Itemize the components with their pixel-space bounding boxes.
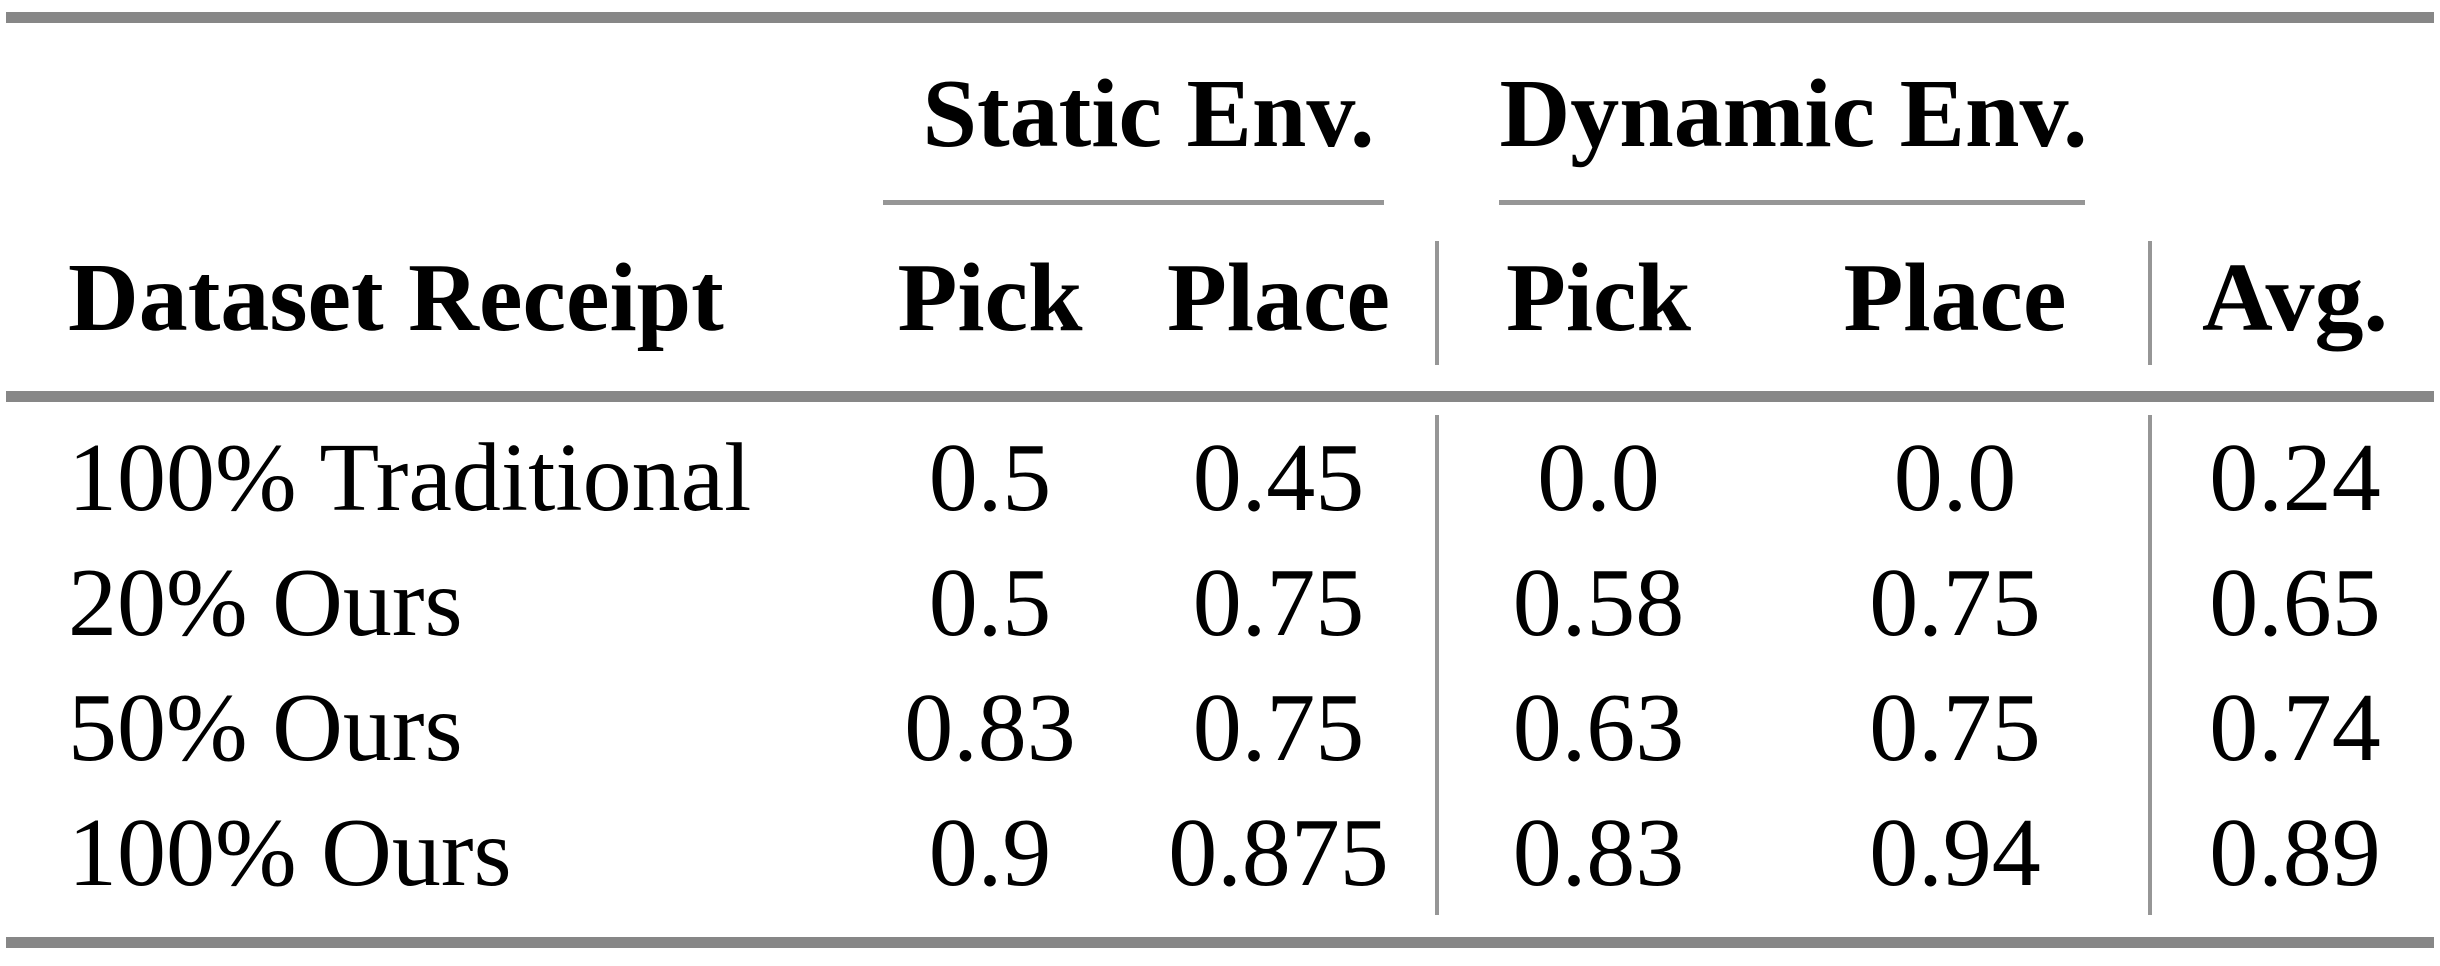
- cell-static-place: 0.45: [1192, 423, 1365, 532]
- row-label: 50% Ours: [68, 673, 463, 782]
- table-bottom-rule: [6, 937, 2434, 948]
- dynamic-env-cmidrule: [1499, 200, 2085, 205]
- table-top-rule: [6, 12, 2434, 23]
- group-header-static-env: Static Env.: [860, 23, 1437, 205]
- group-header-dynamic-env-label: Dynamic Env.: [1499, 60, 2088, 168]
- col-header-dynamic-pick: Pick: [1435, 205, 1760, 391]
- group-header-static-env-label: Static Env.: [922, 60, 1375, 168]
- row-label: 100% Traditional: [68, 423, 752, 532]
- column-header-row: Dataset Receipt Pick Place Pick Place Av…: [0, 205, 2440, 391]
- col-header-static-pick: Pick: [897, 244, 1083, 352]
- table-body: 100% Traditional 0.5 0.45 0.0 0.0 0.24 2…: [0, 402, 2440, 915]
- column-group-header-row: Static Env. Dynamic Env.: [0, 23, 2440, 205]
- cell-avg: 0.89: [2148, 790, 2440, 915]
- cell-static-pick: 0.5: [928, 423, 1052, 532]
- static-env-cmidrule: [883, 200, 1384, 205]
- col-header-static-place: Place: [1166, 244, 1391, 352]
- table-row-20pct-ours: 20% Ours 0.5 0.75 0.58 0.75 0.65: [0, 540, 2440, 665]
- bottom-rule-gap: [0, 915, 2440, 937]
- col-header-dynamic-place: Place: [1843, 244, 2067, 352]
- group-header-spacer-left: [0, 23, 860, 205]
- cell-dynamic-place: 0.75: [1869, 673, 2041, 782]
- group-header-spacer-right: [2150, 23, 2440, 205]
- cell-dynamic-pick: 0.63: [1435, 665, 1760, 790]
- table-mid-rule: [6, 391, 2434, 402]
- table-row-100pct-ours: 100% Ours 0.9 0.875 0.83 0.94 0.89: [0, 790, 2440, 915]
- row-label: 20% Ours: [68, 548, 463, 657]
- cell-dynamic-pick: 0.0: [1435, 415, 1760, 540]
- cell-dynamic-place: 0.94: [1869, 798, 2041, 907]
- cell-static-pick: 0.83: [904, 673, 1076, 782]
- table-row-100pct-traditional: 100% Traditional 0.5 0.45 0.0 0.0 0.24: [0, 415, 2440, 540]
- row-label: 100% Ours: [68, 798, 512, 907]
- cell-static-pick: 0.9: [928, 798, 1052, 907]
- cell-static-pick: 0.5: [928, 548, 1052, 657]
- cell-static-place: 0.75: [1192, 673, 1365, 782]
- cell-avg: 0.65: [2148, 540, 2440, 665]
- cell-dynamic-pick: 0.58: [1435, 540, 1760, 665]
- cell-avg: 0.74: [2148, 665, 2440, 790]
- col-header-avg: Avg.: [2148, 205, 2440, 391]
- cell-static-place: 0.875: [1168, 798, 1389, 907]
- cell-dynamic-place: 0.75: [1869, 548, 2041, 657]
- cell-static-place: 0.75: [1192, 548, 1365, 657]
- cell-dynamic-pick: 0.83: [1435, 790, 1760, 915]
- cell-avg: 0.24: [2148, 415, 2440, 540]
- table-row-50pct-ours: 50% Ours 0.83 0.75 0.63 0.75 0.74: [0, 665, 2440, 790]
- group-header-dynamic-env: Dynamic Env.: [1437, 23, 2150, 205]
- cell-dynamic-place: 0.0: [1893, 423, 2017, 532]
- col-header-dataset-receipt: Dataset Receipt: [68, 244, 724, 352]
